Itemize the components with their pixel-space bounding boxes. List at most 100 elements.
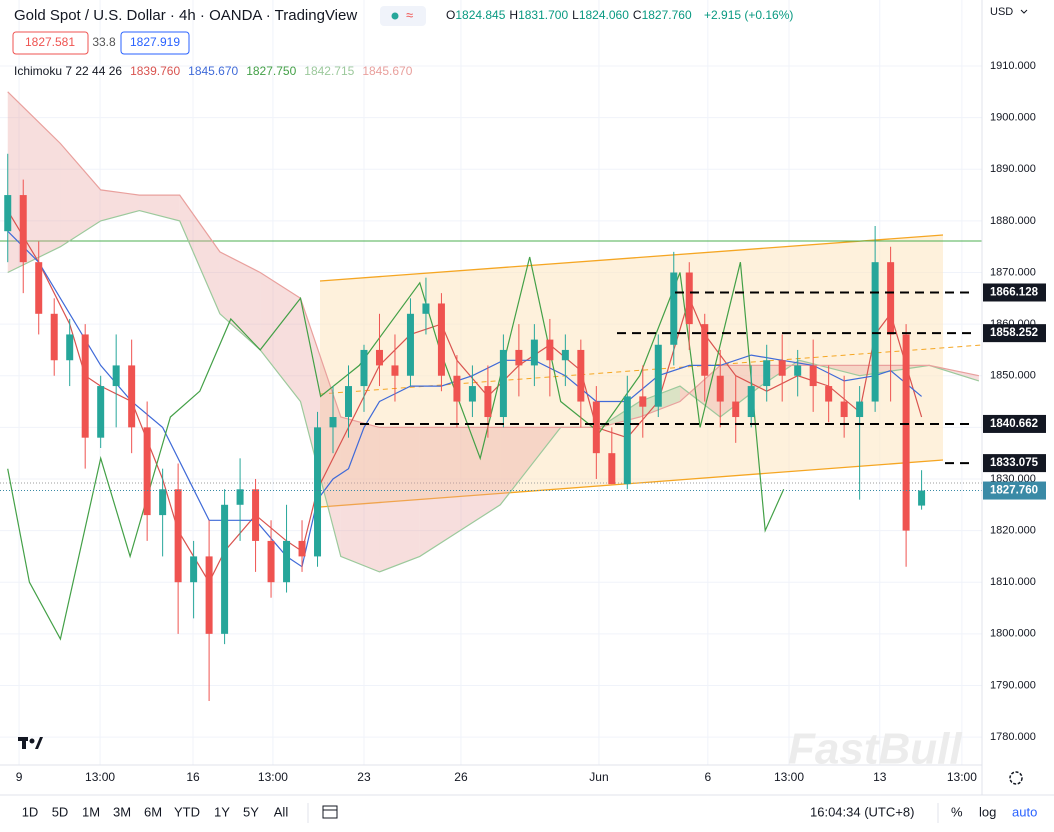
range-button[interactable]: 5Y [243, 804, 259, 819]
candle-body [375, 349, 383, 366]
range-button[interactable]: 3M [113, 804, 131, 819]
y-tick-label: 1880.000 [990, 215, 1036, 227]
range-button[interactable]: YTD [174, 804, 200, 819]
candle-body [871, 262, 879, 402]
cloud-fill [179, 195, 220, 314]
candle-body [128, 365, 136, 428]
candle-body [437, 303, 445, 376]
x-tick-label: 26 [454, 770, 468, 784]
candle-body [902, 334, 910, 531]
indicator-line [7, 256, 785, 641]
level-box [983, 414, 1046, 433]
candle-body [422, 303, 430, 314]
candle-body [159, 489, 167, 516]
candle-body [66, 334, 74, 361]
x-tick-label: 23 [357, 770, 371, 784]
ohlc-label: C [633, 8, 642, 22]
candle-body [515, 349, 523, 366]
x-tick-label: Jun [589, 770, 608, 784]
candle-body [561, 349, 569, 361]
level-box [983, 324, 1046, 343]
candle-body [174, 489, 182, 583]
level-label: 1833.075 [990, 457, 1039, 469]
cloud-fill [60, 143, 101, 247]
cloud-fill [679, 365, 721, 418]
y-tick-label: 1780.000 [990, 731, 1036, 743]
candle-body [809, 365, 817, 387]
percent-toggle[interactable]: % [951, 804, 963, 819]
cloud-fill [219, 251, 261, 350]
candle-body [639, 396, 647, 407]
candle-body [267, 540, 275, 583]
cloud-fill [720, 365, 761, 418]
candle-body [50, 313, 58, 361]
sell-price[interactable]: 1827.581 [25, 35, 75, 49]
level-label: 1858.252 [990, 327, 1038, 339]
range-button[interactable]: 1M [82, 804, 100, 819]
candle-body [143, 427, 151, 516]
candle-body [205, 556, 213, 634]
candle-body [623, 396, 631, 485]
auto-toggle[interactable]: auto [1012, 804, 1037, 819]
candle-body [468, 386, 476, 402]
candle-body [608, 453, 616, 485]
range-button[interactable]: 1Y [214, 804, 230, 819]
ohlc-label: H [509, 8, 518, 22]
candle-body [840, 401, 848, 418]
candle-body [360, 349, 368, 387]
status-dot [391, 12, 399, 20]
y-tick-label: 1900.000 [990, 112, 1036, 124]
range-button[interactable]: 5D [52, 804, 69, 819]
level-box [983, 454, 1046, 473]
channel-fill [320, 235, 943, 507]
ohlc-value: 1824.845 [455, 8, 505, 22]
range-button[interactable]: All [274, 804, 289, 819]
log-toggle[interactable]: log [979, 804, 996, 819]
buy-box[interactable] [120, 31, 190, 55]
candle-body [918, 490, 926, 506]
date-range-icon[interactable] [322, 805, 338, 819]
y-tick-label: 1800.000 [990, 628, 1036, 640]
ohlc-value: 1831.700 [518, 8, 568, 22]
range-button[interactable]: 6M [144, 804, 162, 819]
cloud-fill [460, 427, 501, 531]
candle-body [345, 386, 353, 418]
watermark: FastBull [788, 725, 962, 774]
candle-body [236, 489, 244, 505]
candle-body [577, 349, 585, 402]
candle-body [314, 427, 322, 557]
candle-body [391, 365, 399, 376]
x-tick-label: 9 [16, 770, 23, 784]
ohlc: O1824.845 H1831.700 L1824.060 C1827.760 [446, 8, 692, 22]
candle-body [406, 313, 414, 376]
x-tick-label: 13:00 [774, 770, 804, 784]
x-tick-label: 13:00 [258, 770, 288, 784]
buy-price[interactable]: 1827.919 [130, 35, 180, 49]
settings-icon[interactable] [1009, 771, 1023, 785]
y-tick-label: 1810.000 [990, 576, 1036, 588]
lead-span-a [7, 209, 980, 573]
candle-body [329, 417, 337, 428]
spread: 33.8 [92, 35, 116, 49]
cloud-fill [379, 427, 420, 572]
change: +2.915 (+0.16%) [704, 8, 793, 22]
clock: 16:04:34 (UTC+8) [810, 804, 914, 819]
title: Gold Spot / U.S. Dollar · 4h · OANDA · T… [14, 7, 357, 24]
status-badge [380, 6, 426, 26]
ohlc-label: O [446, 8, 455, 22]
candle-body [112, 365, 120, 387]
candle-body [701, 324, 709, 376]
candle-body [716, 375, 724, 402]
candle-body [778, 360, 786, 376]
candle-body [887, 262, 895, 335]
x-tick-label: 13:00 [947, 770, 977, 784]
last-price-label: 1827.760 [990, 485, 1038, 497]
candle-body [592, 401, 600, 454]
y-tick-label: 1910.000 [990, 60, 1036, 72]
currency[interactable]: USD [990, 6, 1013, 18]
cloud-fill [419, 427, 461, 557]
range-button[interactable]: 1D [22, 804, 39, 819]
indicator-value: 1845.670 [188, 64, 238, 78]
sell-box[interactable] [12, 31, 89, 55]
